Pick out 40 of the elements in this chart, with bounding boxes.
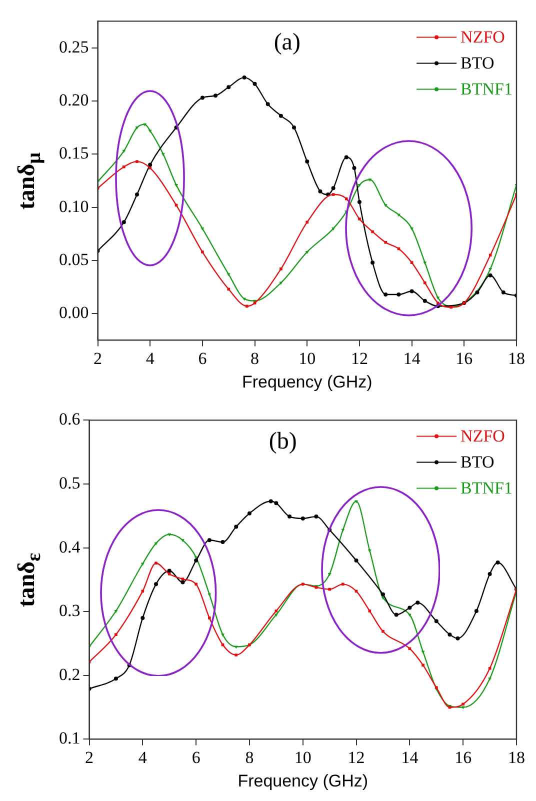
x-tick-label: 18: [508, 348, 525, 368]
x-tick-label: 12: [350, 348, 368, 368]
legend-label: BTO: [460, 54, 494, 73]
x-tick-label: 2: [85, 748, 94, 767]
y-tick-label: 0.4: [59, 537, 81, 556]
x-tick-label: 16: [454, 748, 472, 767]
y-tick-label: 0.2: [59, 664, 80, 684]
y-tick-label: 0.1: [59, 728, 80, 748]
y-tick-label: 0.00: [59, 303, 89, 322]
x-tick-label: 6: [198, 348, 207, 368]
x-tick-label: 4: [138, 748, 148, 767]
y-tick-label: 0.05: [59, 250, 89, 269]
legend-label: BTNF1: [460, 478, 513, 498]
x-tick-label: 12: [348, 748, 365, 767]
x-tick-label: 14: [401, 748, 419, 767]
x-tick-label: 2: [94, 348, 102, 368]
x-tick-label: 18: [508, 748, 525, 767]
x-tick-label: 4: [146, 348, 155, 368]
x-tick-label: 8: [245, 748, 254, 767]
chart-title: (a): [274, 29, 300, 56]
y-tick-label: 0.15: [59, 144, 89, 163]
legend-label: NZFO: [460, 28, 505, 47]
x-tick-label: 16: [456, 348, 473, 368]
y-tick-label: 0.6: [59, 410, 80, 429]
y-tick-label: 0.10: [59, 196, 89, 216]
legend-label: BTO: [460, 452, 494, 472]
x-tick-label: 8: [250, 348, 260, 368]
x-tick-label: 10: [298, 348, 316, 368]
y-tick-label: 0.5: [59, 473, 80, 492]
x-axis-title: Frequency (GHz): [238, 771, 368, 790]
y-tick-label: 0.25: [59, 37, 89, 56]
x-tick-label: 14: [403, 348, 421, 368]
x-axis-title: Frequency (GHz): [242, 372, 372, 392]
legend-label: NZFO: [460, 426, 505, 446]
legend-label: BTNF1: [460, 80, 513, 99]
y-tick-label: 0.20: [59, 90, 89, 110]
y-tick-label: 0.3: [59, 601, 80, 620]
chart-title: (b): [268, 428, 297, 454]
x-tick-label: 6: [192, 748, 200, 767]
x-tick-label: 10: [294, 748, 312, 767]
